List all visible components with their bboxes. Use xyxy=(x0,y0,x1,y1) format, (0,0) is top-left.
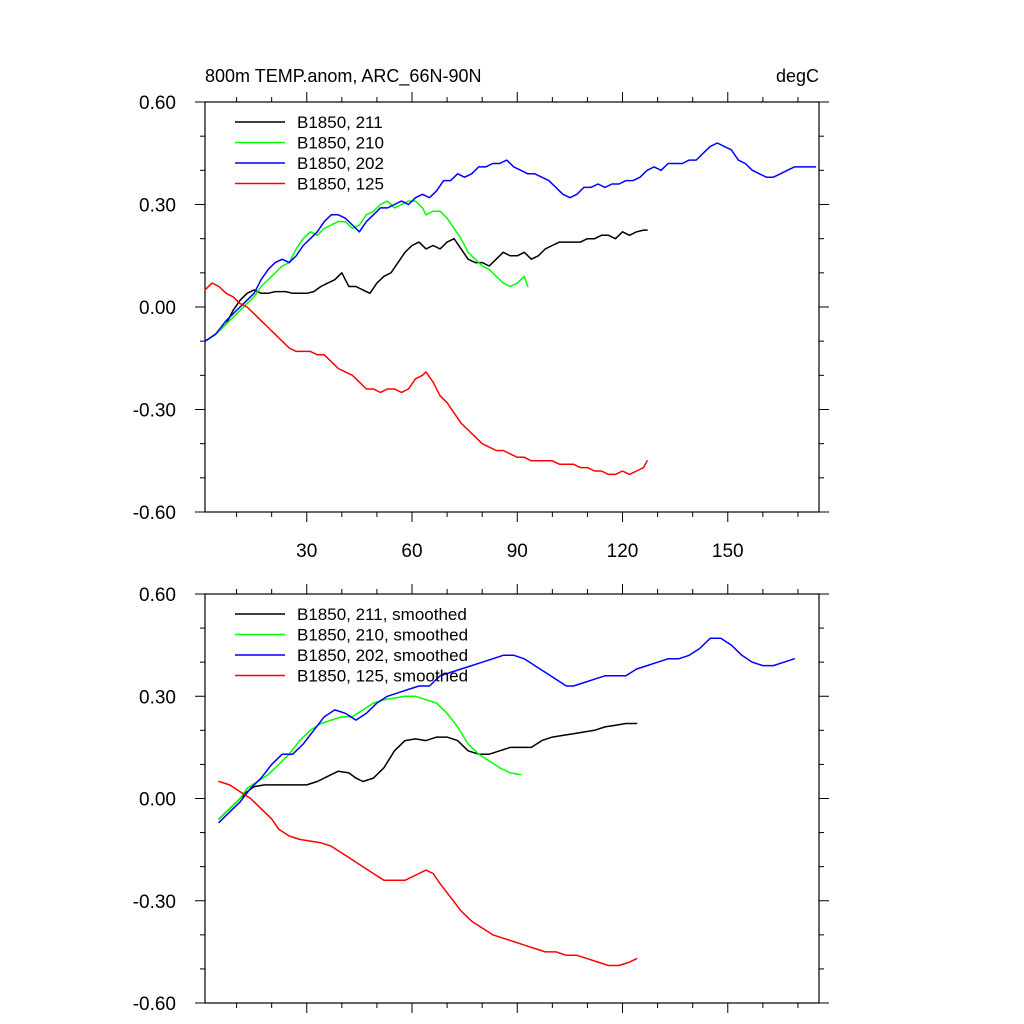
legend-label: B1850, 211 xyxy=(297,113,383,132)
y-tick-label: 0.60 xyxy=(139,93,176,114)
x-tick-label: 30 xyxy=(296,541,317,562)
x-tick-label: 120 xyxy=(607,541,639,562)
series-line xyxy=(204,142,817,342)
legend-label: B1850, 211, smoothed xyxy=(297,605,467,624)
y-tick-label: 0.60 xyxy=(139,585,176,606)
y-tick-label: -0.60 xyxy=(133,503,176,524)
series-line xyxy=(218,637,796,824)
legend-label: B1850, 210, smoothed xyxy=(297,626,468,645)
units-label: degC xyxy=(776,66,819,86)
series-line xyxy=(204,282,648,476)
y-tick-label: 0.00 xyxy=(139,298,176,319)
x-tick-label: 90 xyxy=(507,541,528,562)
y-tick-label: -0.60 xyxy=(133,994,176,1015)
legend-label: B1850, 202, smoothed xyxy=(297,646,468,665)
legend-label: B1850, 125 xyxy=(297,175,384,194)
y-tick-label: -0.30 xyxy=(133,892,176,913)
y-tick-label: 0.00 xyxy=(139,790,176,811)
legend-label: B1850, 202 xyxy=(297,154,384,173)
chart-title: 800m TEMP.anom, ARC_66N-90N xyxy=(205,66,481,87)
legend-label: B1850, 125, smoothed xyxy=(297,667,468,686)
bottom-panel: 0.60 0.30 0.00 -0.30 -0.60 B1850, 211, smooth… xyxy=(133,584,829,1015)
legend-label: B1850, 210 xyxy=(297,134,384,153)
series-line xyxy=(218,722,638,820)
series-line xyxy=(204,229,648,342)
series-line xyxy=(204,200,529,342)
x-tick-label: 150 xyxy=(712,541,744,562)
y-tick-label: -0.30 xyxy=(133,401,176,422)
series-line xyxy=(218,695,522,820)
y-tick-label: 0.30 xyxy=(139,687,176,708)
y-tick-label: 0.30 xyxy=(139,196,176,217)
series-line xyxy=(218,780,638,967)
x-tick-label: 60 xyxy=(401,541,422,562)
top-panel: 0.60 0.30 0.00 -0.30 -0.60 30 60 90 120 150 800m T… xyxy=(133,66,829,562)
